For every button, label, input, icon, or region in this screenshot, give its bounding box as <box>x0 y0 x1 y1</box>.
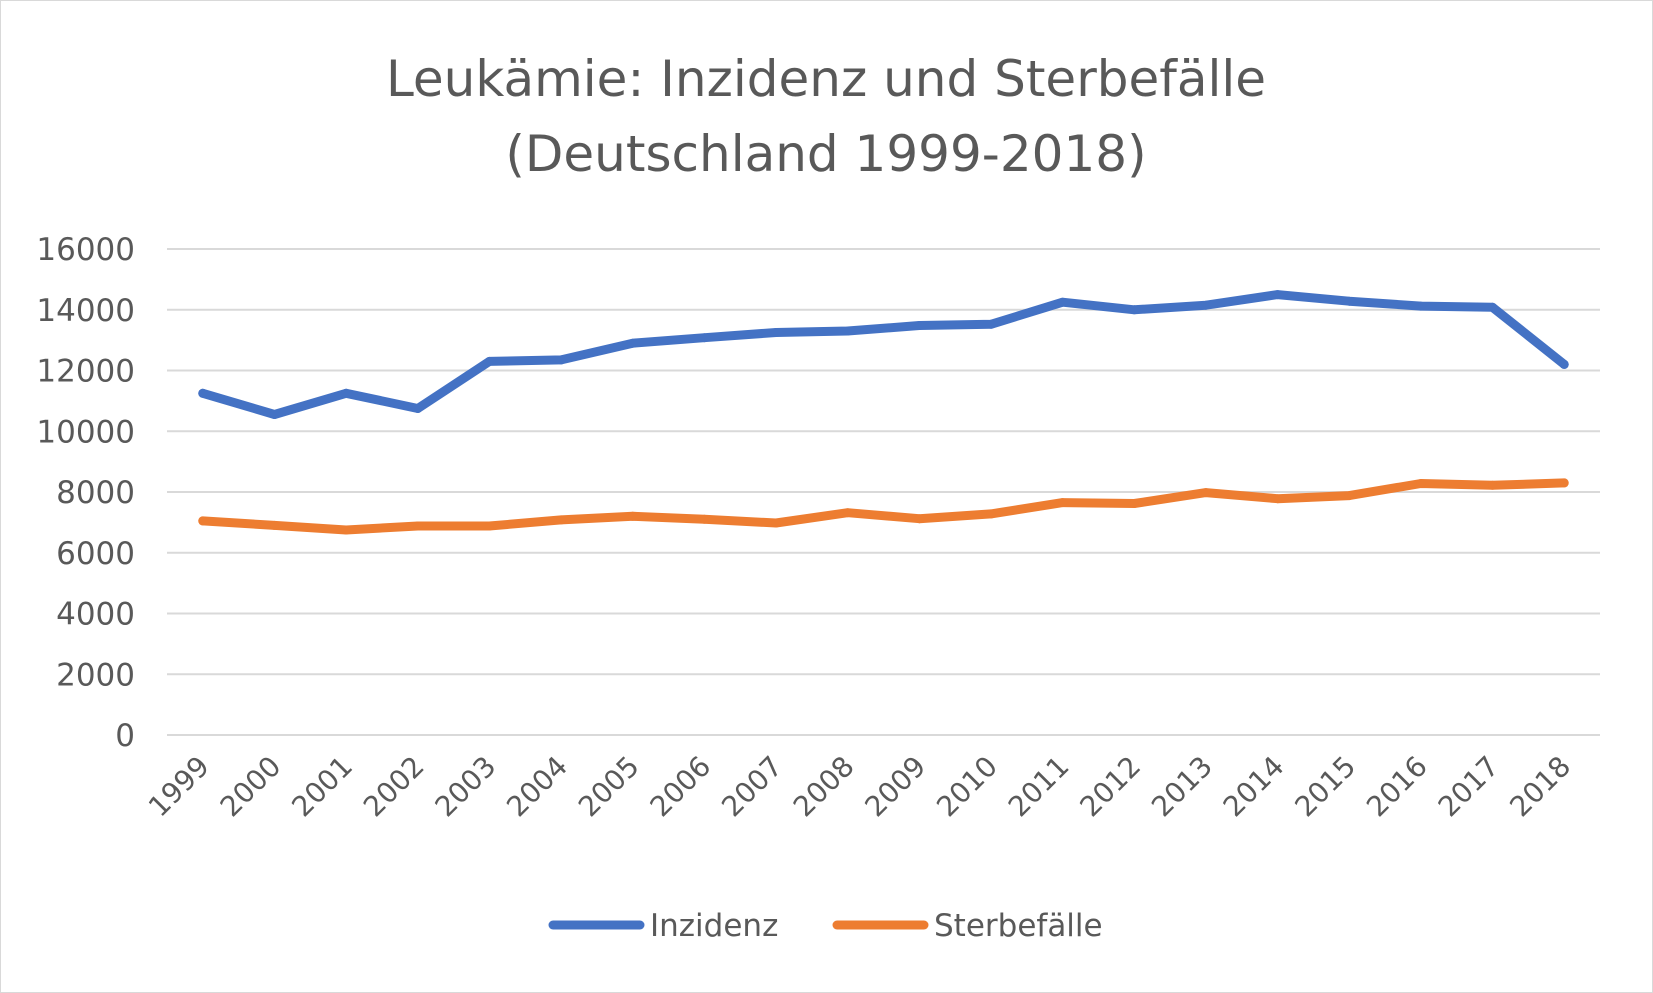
data-point <box>413 521 423 531</box>
data-point <box>556 515 566 525</box>
y-tick-label: 4000 <box>56 597 135 633</box>
data-point <box>270 410 279 419</box>
x-tick-label: 2010 <box>930 750 1004 824</box>
data-point <box>1058 498 1068 508</box>
data-point <box>1058 297 1068 307</box>
gridlines <box>167 248 1600 736</box>
x-tick-label: 2005 <box>572 750 646 824</box>
data-point <box>484 356 494 366</box>
x-axis-tick-labels: 1999200020012002200320042005200620072008… <box>142 750 1577 824</box>
data-point <box>341 388 351 398</box>
data-point <box>914 514 924 524</box>
x-tick-label: 2006 <box>644 750 718 824</box>
data-point <box>1416 479 1426 488</box>
data-point <box>1488 302 1497 312</box>
data-point <box>914 321 924 330</box>
data-point <box>198 516 208 526</box>
data-point <box>628 511 638 521</box>
x-tick-label: 2016 <box>1360 750 1434 824</box>
data-point <box>1559 359 1569 369</box>
data-point <box>1273 494 1283 504</box>
x-tick-label: 2012 <box>1073 750 1147 824</box>
series-1 <box>198 290 1569 419</box>
legend-label: Sterbefälle <box>934 908 1103 944</box>
legend-item: Inzidenz <box>548 908 778 944</box>
data-point <box>270 520 279 530</box>
data-point <box>699 514 709 524</box>
data-point <box>843 326 853 336</box>
y-tick-label: 0 <box>115 718 135 754</box>
chart-title: Leukämie: Inzidenz und Sterbefälle (Deut… <box>386 50 1266 183</box>
x-tick-label: 2017 <box>1432 750 1506 824</box>
x-tick-label: 2001 <box>285 750 359 824</box>
y-tick-label: 16000 <box>36 232 135 268</box>
x-tick-label: 2007 <box>715 750 789 824</box>
series-2 <box>198 478 1569 535</box>
data-point <box>1488 480 1497 490</box>
legend-item: Sterbefälle <box>832 908 1103 944</box>
series-line <box>198 290 1569 419</box>
data-point <box>1416 301 1426 311</box>
x-tick-label: 1999 <box>142 750 216 824</box>
data-point <box>843 508 853 518</box>
x-tick-label: 2018 <box>1503 750 1577 824</box>
x-tick-label: 2003 <box>429 750 503 824</box>
data-point <box>1559 478 1569 488</box>
data-point <box>413 404 423 413</box>
data-point <box>771 518 781 528</box>
y-tick-label: 12000 <box>36 354 135 390</box>
data-point <box>1201 300 1211 310</box>
data-point <box>986 319 996 329</box>
chart-title-line-2: (Deutschland 1999-2018) <box>505 125 1146 183</box>
data-point <box>1344 491 1354 501</box>
x-tick-label: 2009 <box>859 750 933 824</box>
data-point <box>771 328 781 337</box>
series-line <box>198 478 1569 535</box>
data-point <box>1344 296 1354 306</box>
legend-label: Inzidenz <box>650 908 778 944</box>
y-tick-label: 2000 <box>56 657 135 693</box>
plot-series <box>198 290 1569 535</box>
data-point <box>1129 305 1139 315</box>
x-tick-label: 2014 <box>1217 750 1291 824</box>
data-point <box>1201 488 1211 498</box>
data-point <box>1273 290 1283 300</box>
x-tick-label: 2002 <box>357 750 431 824</box>
x-tick-label: 2000 <box>214 750 288 824</box>
data-point <box>341 525 351 535</box>
x-tick-label: 2015 <box>1288 750 1362 824</box>
y-tick-label: 14000 <box>36 293 135 329</box>
data-point <box>628 338 638 348</box>
y-tick-label: 8000 <box>56 475 135 511</box>
chart-title-line-1: Leukämie: Inzidenz und Sterbefälle <box>386 50 1266 108</box>
x-tick-label: 2008 <box>787 750 861 824</box>
y-axis-tick-labels: 0 2000 4000 6000 8000 10000 12000 14000 16000 <box>36 232 135 754</box>
y-tick-label: 10000 <box>36 414 135 450</box>
data-point <box>484 521 494 531</box>
x-tick-label: 2011 <box>1002 750 1076 824</box>
data-point <box>556 355 566 365</box>
legend: Inzidenz Sterbefälle <box>548 908 1103 944</box>
x-tick-label: 2004 <box>500 750 574 824</box>
y-tick-label: 6000 <box>56 536 135 572</box>
data-point <box>198 388 208 398</box>
data-point <box>986 509 996 519</box>
x-tick-label: 2013 <box>1145 750 1219 824</box>
data-point <box>1129 499 1139 508</box>
data-point <box>699 333 709 343</box>
